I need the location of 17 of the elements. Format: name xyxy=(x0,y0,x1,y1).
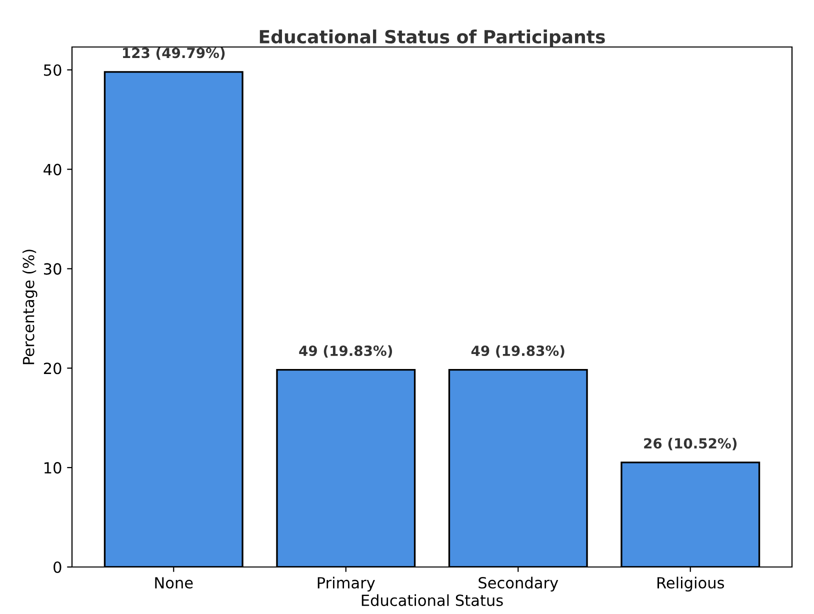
x-tick-label: Primary xyxy=(318,576,375,592)
data-label: 26 (10.52%) xyxy=(644,438,737,450)
data-label: 123 (49.79%) xyxy=(123,47,225,60)
x-tick-label: None xyxy=(155,577,193,589)
x-tick-label: Secondary xyxy=(478,576,558,592)
data-label: 49 (19.83%) xyxy=(471,345,564,358)
y-axis-title: Percentage (%) xyxy=(22,250,38,364)
y-tick-label: 0 xyxy=(54,561,62,574)
y-tick-label: 20 xyxy=(44,362,62,374)
y-tick-label: 50 xyxy=(44,64,62,76)
data-label: 49 (19.83%) xyxy=(299,345,392,358)
y-tick-label: 30 xyxy=(44,263,62,275)
y-tick-label: 40 xyxy=(44,164,62,176)
x-axis-title: Educational Status xyxy=(362,594,503,606)
y-tick-label: 10 xyxy=(44,462,62,474)
x-tick-label: Religious xyxy=(657,576,724,592)
chart-title: Educational Status of Participants xyxy=(260,30,605,47)
